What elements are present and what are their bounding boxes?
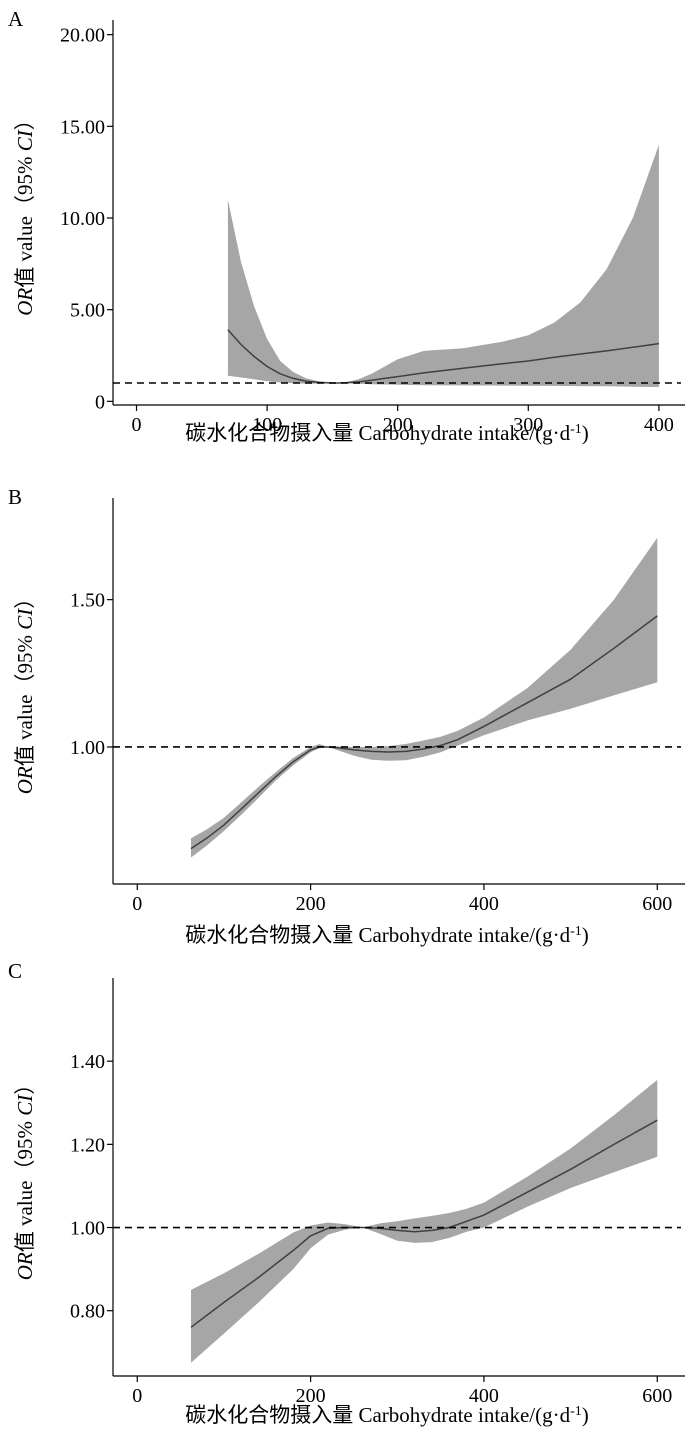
panel-c-y-tick-label: 1.20	[70, 1134, 105, 1156]
panel-a-y-axis-title-mid: 值 value（95%	[13, 151, 37, 287]
panel-b-y-tick-label: 1.50	[70, 590, 105, 612]
panel-c-y-tick-label: 0.80	[70, 1301, 105, 1323]
panel-b-or-line	[190, 615, 658, 850]
panel-c-y-axis-title-mid: 值 value（95%	[13, 1116, 37, 1252]
panel-c-x-tick-label: 600	[642, 1385, 672, 1407]
panel-b-x-tick-label: 400	[469, 893, 499, 915]
panel-a-y-tick-label: 0	[95, 391, 105, 413]
chart-c-svg: C 0 200 400 600 0.80 1.00 1.20 1.40 碳水化合物摄入量 Car…	[8, 959, 685, 1427]
panel-a-y-axis-title-end: ）	[13, 109, 37, 130]
panel-a-y-tick-label: 20.00	[60, 25, 105, 47]
panel-a-y-axis-title-ci: CI	[13, 129, 37, 151]
panel-a-x-axis-title-end: )	[582, 421, 589, 445]
panel-letter-b: B	[8, 485, 22, 509]
panel-c-y-tick-label: 1.40	[70, 1051, 105, 1073]
panel-c-x-axis-title-text: 碳水化合物摄入量 Carbohydrate intake/(g·d	[185, 1403, 570, 1427]
panel-c-y-axis-title-ci: CI	[13, 1094, 37, 1116]
panel-b-ci-band	[191, 537, 658, 858]
panel-b-y-axis-title-ci: CI	[13, 608, 37, 630]
panel-a-x-tick-label: 400	[644, 414, 674, 436]
panel-b-y-tick-label: 1.00	[70, 737, 105, 759]
chart-panel-c: C 0 200 400 600 0.80 1.00 1.20 1.40 碳水化合物摄入量 Car…	[0, 950, 700, 1434]
panel-b-x-axis-title-end: )	[582, 923, 589, 947]
panel-a-x-tick-label: 0	[132, 414, 142, 436]
panel-a-x-tick-label: 200	[383, 414, 413, 436]
panel-a-x-axis-title-sup: -1	[570, 422, 582, 437]
panel-a-or-line	[227, 329, 660, 384]
panel-a-y-axis-title: OR值 value（95% CI）	[13, 109, 37, 315]
panel-b-y-axis-title-mid: 值 value（95%	[13, 630, 37, 766]
panel-c-y-axis-title-or: OR	[13, 1252, 37, 1280]
panel-b-x-axis-title-sup: -1	[570, 924, 582, 939]
panel-c-x-axis-title-sup: -1	[570, 1404, 582, 1419]
panel-b-x-axis-title: 碳水化合物摄入量 Carbohydrate intake/(g·d-1)	[185, 923, 589, 947]
panel-b-y-axis-title: OR值 value（95% CI）	[13, 588, 37, 794]
panel-a-y-tick-label: 5.00	[70, 300, 105, 322]
panel-a-x-tick-label: 100	[252, 414, 282, 436]
panel-c-or-line	[190, 1119, 658, 1328]
panel-b-x-axis-title-text: 碳水化合物摄入量 Carbohydrate intake/(g·d	[185, 923, 570, 947]
panel-b-x-tick-label: 200	[296, 893, 326, 915]
chart-panel-b: B 0 200 400 600 1.00 1.50 碳水化合物摄入量 Carbohydrat…	[0, 470, 700, 950]
panel-b-y-axis-title-end: ）	[13, 588, 37, 609]
panel-a-ci-band	[227, 144, 659, 387]
panel-b-x-tick-label: 600	[642, 893, 672, 915]
panel-c-x-axis-title-end: )	[582, 1403, 589, 1427]
panel-letter-a: A	[8, 7, 24, 31]
panel-c-x-tick-label: 200	[296, 1385, 326, 1407]
panel-a-y-tick-label: 10.00	[60, 208, 105, 230]
chart-panel-a: A 0 100 200 300 400 0 5.00 10.00 15.00 20.00 碳水化合物…	[0, 0, 700, 450]
chart-b-svg: B 0 200 400 600 1.00 1.50 碳水化合物摄入量 Carbohydrat…	[8, 485, 685, 947]
panel-b-y-axis-title-or: OR	[13, 766, 37, 794]
panel-a-x-axis-title: 碳水化合物摄入量 Carbohydrate intake/(g·d-1)	[185, 421, 589, 445]
panel-c-ci-band	[191, 1079, 658, 1363]
panel-letter-c: C	[8, 959, 22, 983]
panel-c-x-tick-label: 400	[469, 1385, 499, 1407]
panel-a-x-tick-label: 300	[513, 414, 543, 436]
panel-a-x-axis-title-text: 碳水化合物摄入量 Carbohydrate intake/(g·d	[185, 421, 570, 445]
panel-c-y-axis-title: OR值 value（95% CI）	[13, 1074, 37, 1280]
panel-c-x-axis-title: 碳水化合物摄入量 Carbohydrate intake/(g·d-1)	[185, 1403, 589, 1427]
panel-a-y-tick-label: 15.00	[60, 116, 105, 138]
panel-a-y-axis-title-or: OR	[13, 288, 37, 316]
panel-c-y-axis-title-end: ）	[13, 1074, 37, 1095]
panel-c-y-tick-label: 1.00	[70, 1218, 105, 1240]
panel-c-x-tick-label: 0	[132, 1385, 142, 1407]
chart-a-svg: A 0 100 200 300 400 0 5.00 10.00 15.00 20.00 碳水化合物…	[8, 7, 685, 445]
panel-b-x-tick-label: 0	[132, 893, 142, 915]
